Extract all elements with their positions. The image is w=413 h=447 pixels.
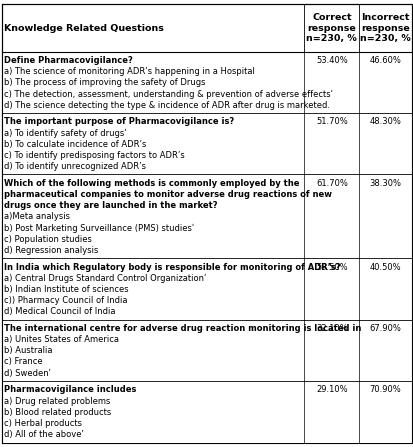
- Bar: [2, 381, 411, 443]
- Text: a) Central Drugs Standard Control Organizationʹ: a) Central Drugs Standard Control Organi…: [4, 274, 206, 283]
- Text: a) The science of monitoring ADR’s happening in a Hospital: a) The science of monitoring ADR’s happe…: [4, 67, 254, 76]
- Text: 29.10%: 29.10%: [315, 385, 347, 394]
- Text: d) Medical Council of India: d) Medical Council of India: [4, 307, 115, 316]
- Text: Knowledge Related Questions: Knowledge Related Questions: [4, 24, 164, 33]
- Bar: [2, 51, 411, 113]
- Text: b) Post Marketing Surveillance (PMS) studiesʹ: b) Post Marketing Surveillance (PMS) stu…: [4, 224, 194, 232]
- Text: Incorrect
response
n=230, %: Incorrect response n=230, %: [359, 13, 410, 43]
- Text: b) Blood related products: b) Blood related products: [4, 408, 111, 417]
- Text: c) The detection, assessment, understanding & prevention of adverse effectsʹ: c) The detection, assessment, understand…: [4, 89, 332, 98]
- Text: a) Drug related problems: a) Drug related problems: [4, 396, 110, 405]
- Text: d) The science detecting the type & incidence of ADR after drug is marketed.: d) The science detecting the type & inci…: [4, 101, 329, 110]
- Text: d) Regression analysis: d) Regression analysis: [4, 246, 98, 255]
- Text: c)) Pharmacy Council of India: c)) Pharmacy Council of India: [4, 296, 127, 305]
- Text: d) To identify unrecognized ADR’s: d) To identify unrecognized ADR’s: [4, 162, 145, 171]
- Text: c) Herbal products: c) Herbal products: [4, 419, 81, 428]
- Text: 48.30%: 48.30%: [369, 117, 401, 127]
- Text: 70.90%: 70.90%: [369, 385, 401, 394]
- Bar: [2, 320, 411, 381]
- Text: 32.10%: 32.10%: [315, 324, 347, 333]
- Text: d) Swedenʹ: d) Swedenʹ: [4, 369, 51, 378]
- Text: 59.50%: 59.50%: [315, 262, 347, 271]
- Bar: [2, 258, 411, 320]
- Text: Correct
response
n=230, %: Correct response n=230, %: [306, 13, 356, 43]
- Text: drugs once they are launched in the market?: drugs once they are launched in the mark…: [4, 201, 217, 210]
- Text: c) To identify predisposing factors to ADR’s: c) To identify predisposing factors to A…: [4, 151, 184, 160]
- Bar: [2, 174, 411, 258]
- Text: b) Australia: b) Australia: [4, 346, 52, 355]
- Text: d) All of the aboveʹ: d) All of the aboveʹ: [4, 430, 83, 439]
- Text: c) France: c) France: [4, 358, 42, 367]
- Text: b) Indian Institute of sciences: b) Indian Institute of sciences: [4, 285, 128, 294]
- Text: 67.90%: 67.90%: [369, 324, 401, 333]
- Text: Which of the following methods is commonly employed by the: Which of the following methods is common…: [4, 179, 299, 188]
- Text: 46.60%: 46.60%: [369, 56, 401, 65]
- Text: In India which Regulatory body is responsible for monitoring of ADR’s?: In India which Regulatory body is respon…: [4, 262, 339, 271]
- Text: The international centre for adverse drug reaction monitoring is located in: The international centre for adverse dru…: [4, 324, 360, 333]
- Text: Define Pharmacovigilance?: Define Pharmacovigilance?: [4, 56, 132, 65]
- Text: 38.30%: 38.30%: [369, 179, 401, 188]
- Text: 51.70%: 51.70%: [315, 117, 347, 127]
- Text: a) To identify safety of drugsʹ: a) To identify safety of drugsʹ: [4, 128, 126, 138]
- Text: Pharmacovigilance includes: Pharmacovigilance includes: [4, 385, 136, 394]
- Text: a)Meta analysis: a)Meta analysis: [4, 212, 69, 221]
- Text: 53.40%: 53.40%: [315, 56, 347, 65]
- Bar: [2, 113, 411, 174]
- Text: pharmaceutical companies to monitor adverse drug reactions of new: pharmaceutical companies to monitor adve…: [4, 190, 331, 199]
- Text: b) To calculate incidence of ADR’s: b) To calculate incidence of ADR’s: [4, 139, 146, 149]
- Text: a) Unites States of America: a) Unites States of America: [4, 335, 119, 344]
- Text: b) The process of improving the safety of Drugs: b) The process of improving the safety o…: [4, 78, 205, 87]
- Text: 61.70%: 61.70%: [315, 179, 347, 188]
- Text: c) Population studies: c) Population studies: [4, 235, 91, 244]
- Text: 40.50%: 40.50%: [369, 262, 401, 271]
- Text: The important purpose of Pharmacovigilance is?: The important purpose of Pharmacovigilan…: [4, 117, 233, 127]
